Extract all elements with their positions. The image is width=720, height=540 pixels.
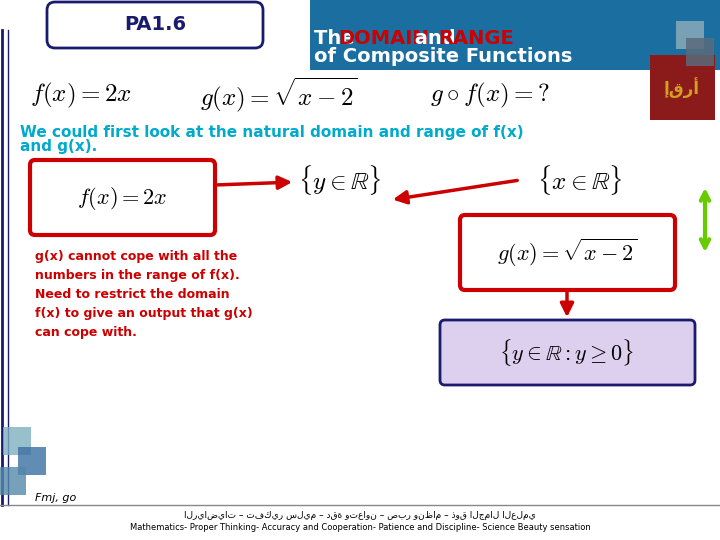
Text: We could first look at the natural domain and range of f(x): We could first look at the natural domai… (20, 125, 523, 139)
FancyBboxPatch shape (0, 467, 26, 495)
Text: الرياضيات – تفكير سليم – دقة وتعاون – صبر ونظام – ذوق الجمال العلمي: الرياضيات – تفكير سليم – دقة وتعاون – صب… (184, 510, 536, 519)
Text: and g(x).: and g(x). (20, 139, 97, 154)
FancyBboxPatch shape (310, 0, 720, 70)
Text: PA1.6: PA1.6 (124, 16, 186, 35)
FancyBboxPatch shape (676, 21, 704, 49)
Text: DOMAIN: DOMAIN (338, 29, 428, 48)
Text: $f(x) = 2x$: $f(x) = 2x$ (77, 185, 167, 212)
FancyBboxPatch shape (650, 55, 715, 120)
FancyBboxPatch shape (47, 2, 263, 48)
FancyBboxPatch shape (30, 160, 215, 235)
Text: $g(x) = \sqrt{x-2}$: $g(x) = \sqrt{x-2}$ (497, 237, 637, 269)
FancyBboxPatch shape (460, 215, 675, 290)
Text: $g \circ f(x) = ?$: $g \circ f(x) = ?$ (430, 80, 549, 110)
FancyBboxPatch shape (440, 320, 695, 385)
FancyBboxPatch shape (18, 447, 46, 475)
Text: $\{y \in \mathbb{R} : y \geq 0\}$: $\{y \in \mathbb{R} : y \geq 0\}$ (500, 338, 634, 368)
Text: Fmj, go: Fmj, go (35, 493, 76, 503)
FancyBboxPatch shape (3, 427, 31, 455)
Text: $\{y \in \mathbb{R}\}$: $\{y \in \mathbb{R}\}$ (298, 163, 382, 197)
Text: إقرأ: إقرأ (664, 78, 700, 98)
Text: of Composite Functions: of Composite Functions (314, 48, 572, 66)
Text: g(x) cannot cope with all the
numbers in the range of f(x).
Need to restrict the: g(x) cannot cope with all the numbers in… (35, 250, 253, 339)
Text: and: and (408, 29, 462, 48)
Text: Mathematics- Proper Thinking- Accuracy and Cooperation- Patience and Discipline-: Mathematics- Proper Thinking- Accuracy a… (130, 523, 590, 532)
Text: $g(x) = \sqrt{x-2}$: $g(x) = \sqrt{x-2}$ (200, 76, 358, 114)
Text: RANGE: RANGE (438, 29, 514, 48)
Text: The: The (314, 29, 361, 48)
FancyBboxPatch shape (686, 38, 714, 66)
Text: $f(x) = 2x$: $f(x) = 2x$ (30, 80, 132, 110)
Text: $\{x \in \mathbb{R}\}$: $\{x \in \mathbb{R}\}$ (537, 163, 623, 197)
